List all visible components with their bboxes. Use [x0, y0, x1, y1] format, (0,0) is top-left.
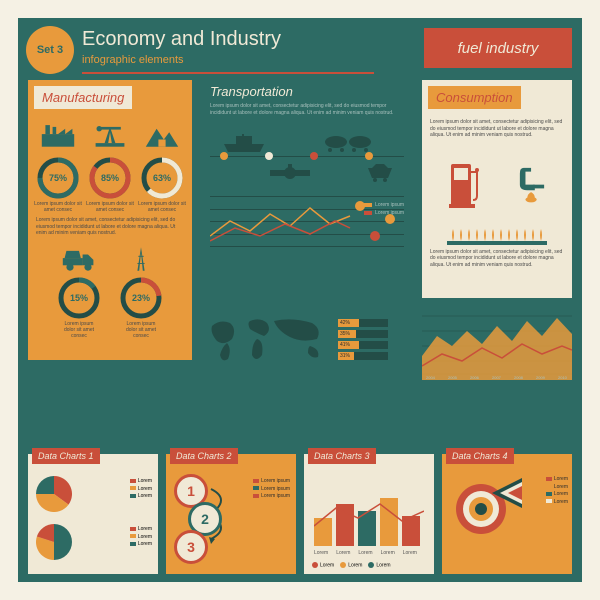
fuel-pump-icon	[449, 160, 481, 210]
donuts-bottom: 15% 23%	[28, 275, 192, 321]
manufacturing-icons-top	[28, 115, 192, 155]
transportation-panel: Transportation Lorem ipsum dolor sit ame…	[202, 80, 412, 298]
pumpjack-icon	[92, 121, 128, 149]
svg-text:2004: 2004	[426, 375, 436, 380]
fuel-industry-tag: fuel industry	[424, 28, 572, 68]
svg-text:2006: 2006	[470, 375, 480, 380]
manuf-lorem-bottom: Lorem ipsum dolor sit amet consecLorem i…	[28, 321, 192, 339]
manufacturing-panel: Manufacturing 75% 85% 63% Lorem ipsum do…	[28, 80, 192, 360]
data-charts-4: Data Charts 4 LoremLoremLoremLorem	[442, 454, 572, 574]
pipeline-icon	[270, 164, 310, 182]
transport-legend: Lorem ipsumLorem ipsum	[364, 202, 404, 218]
data-charts-1: Data Charts 1 LoremLoremLorem LoremLorem…	[28, 454, 158, 574]
donuts-top: 75% 85% 63%	[28, 155, 192, 201]
subtitle: infographic elements	[82, 54, 184, 66]
transport-timeline	[210, 126, 404, 186]
main-title: Economy and Industry	[82, 28, 281, 51]
consum-lorem1: Lorem ipsum dolor sit amet, consectetur …	[422, 115, 572, 143]
svg-text:2010: 2010	[558, 375, 568, 380]
dump-truck-icon	[61, 245, 97, 273]
pie-slice-icon	[492, 478, 542, 508]
data-charts-3: Data Charts 3 LoremLoremLoremLoremLorem …	[304, 454, 434, 574]
world-map-section: 42%35%41%31%	[202, 306, 412, 376]
title-divider	[82, 72, 374, 74]
fuel-nozzle-icon	[518, 166, 546, 203]
infographic-canvas: Set 3 Economy and Industry infographic e…	[18, 18, 582, 582]
minecart-icon	[366, 164, 394, 182]
area-chart: 2004 2005 2006 2007 2008 2009 2010	[422, 306, 572, 380]
derrick-icon	[123, 245, 159, 273]
manuf-lorem-mid: Lorem ipsum dolor sit amet, consectetur …	[28, 213, 192, 241]
rail-tanker-icon	[324, 134, 374, 152]
gas-burner-icon	[422, 227, 572, 245]
consum-lorem2: Lorem ipsum dolor sit amet, consectetur …	[422, 245, 572, 273]
consumption-panel: Consumption Lorem ipsum dolor sit amet, …	[422, 80, 572, 298]
data-charts-row: Data Charts 1 LoremLoremLorem LoremLorem…	[28, 454, 572, 574]
manufacturing-title: Manufacturing	[34, 86, 132, 109]
factory-icon	[40, 121, 76, 149]
svg-text:2009: 2009	[536, 375, 546, 380]
mine-icon	[144, 121, 180, 149]
transportation-title: Transportation	[202, 80, 412, 103]
map-bars: 42%35%41%31%	[338, 319, 388, 363]
ship-icon	[222, 134, 266, 154]
svg-text:2007: 2007	[492, 375, 502, 380]
manuf-lorem-top: Lorem ipsum dolor sit amet consecLorem i…	[28, 201, 192, 213]
transp-lorem: Lorem ipsum dolor sit amet, consectetur …	[202, 103, 412, 122]
data-charts-2: Data Charts 2 Lorem ipsumLorem ipsumLore…	[166, 454, 296, 574]
svg-text:2005: 2005	[448, 375, 458, 380]
set-badge: Set 3	[26, 26, 74, 74]
svg-text:2008: 2008	[514, 375, 524, 380]
manufacturing-icons-bottom	[28, 241, 192, 275]
consumption-title: Consumption	[428, 86, 521, 109]
world-map-icon	[202, 311, 332, 371]
